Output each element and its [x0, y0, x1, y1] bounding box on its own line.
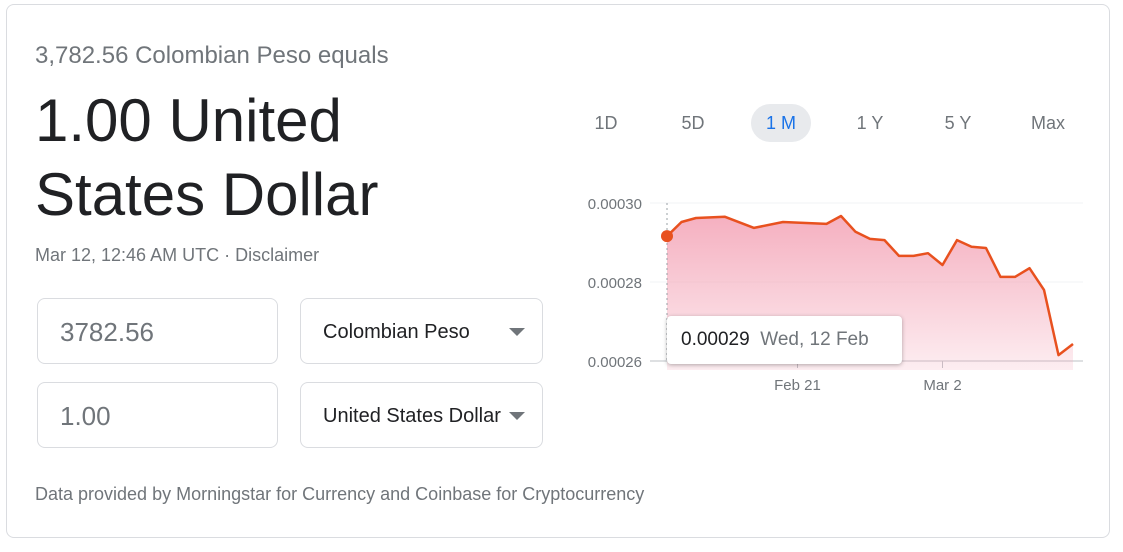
y-tick-label: 0.00026 [588, 354, 642, 371]
x-tick-label: Mar 2 [923, 377, 961, 394]
from-amount-input[interactable]: 3782.56 [37, 298, 278, 364]
timestamp: Mar 12, 12:46 AM UTC [35, 245, 220, 265]
conversion-result: 1.00 United States Dollar [35, 87, 379, 228]
rate-line [666, 214, 1074, 357]
x-tick-label: Feb 21 [774, 377, 821, 394]
range-5y[interactable]: 5 Y [944, 113, 972, 133]
data-source-note: Data provided by Morningstar for Currenc… [35, 484, 645, 504]
range-1d[interactable]: 1D [594, 113, 618, 133]
y-tick-label: 0.00028 [588, 275, 642, 292]
tooltip-date: Wed, 12 Feb [760, 329, 869, 350]
to-currency-value: United States Dollar [323, 405, 501, 427]
disclaimer-link[interactable]: Disclaimer [235, 245, 320, 265]
currency-converter-card [6, 4, 1110, 538]
to-currency-select[interactable]: United States Dollar [300, 382, 543, 448]
from-currency-select[interactable]: Colombian Peso [300, 298, 543, 364]
dropdown-caret-icon [509, 328, 525, 336]
separator: · [224, 245, 231, 265]
conversion-subtitle: 3,782.56 Colombian Peso equals [35, 42, 389, 69]
highlight-point [661, 230, 673, 243]
timestamp-line: Mar 12, 12:46 AM UTC · Disclaimer [35, 245, 319, 266]
range-1m[interactable]: 1 M [751, 104, 811, 142]
y-tick-label: 0.00030 [588, 196, 642, 213]
tooltip-value: 0.00029 [681, 329, 750, 350]
dropdown-caret-icon [509, 412, 525, 420]
from-currency-value: Colombian Peso [323, 321, 470, 343]
chart-tooltip: 0.00029 Wed, 12 Feb [667, 316, 902, 364]
range-1y[interactable]: 1 Y [856, 113, 884, 133]
range-max[interactable]: Max [1030, 113, 1065, 133]
to-amount-input[interactable]: 1.00 [37, 382, 278, 448]
range-5d[interactable]: 5D [681, 113, 705, 133]
